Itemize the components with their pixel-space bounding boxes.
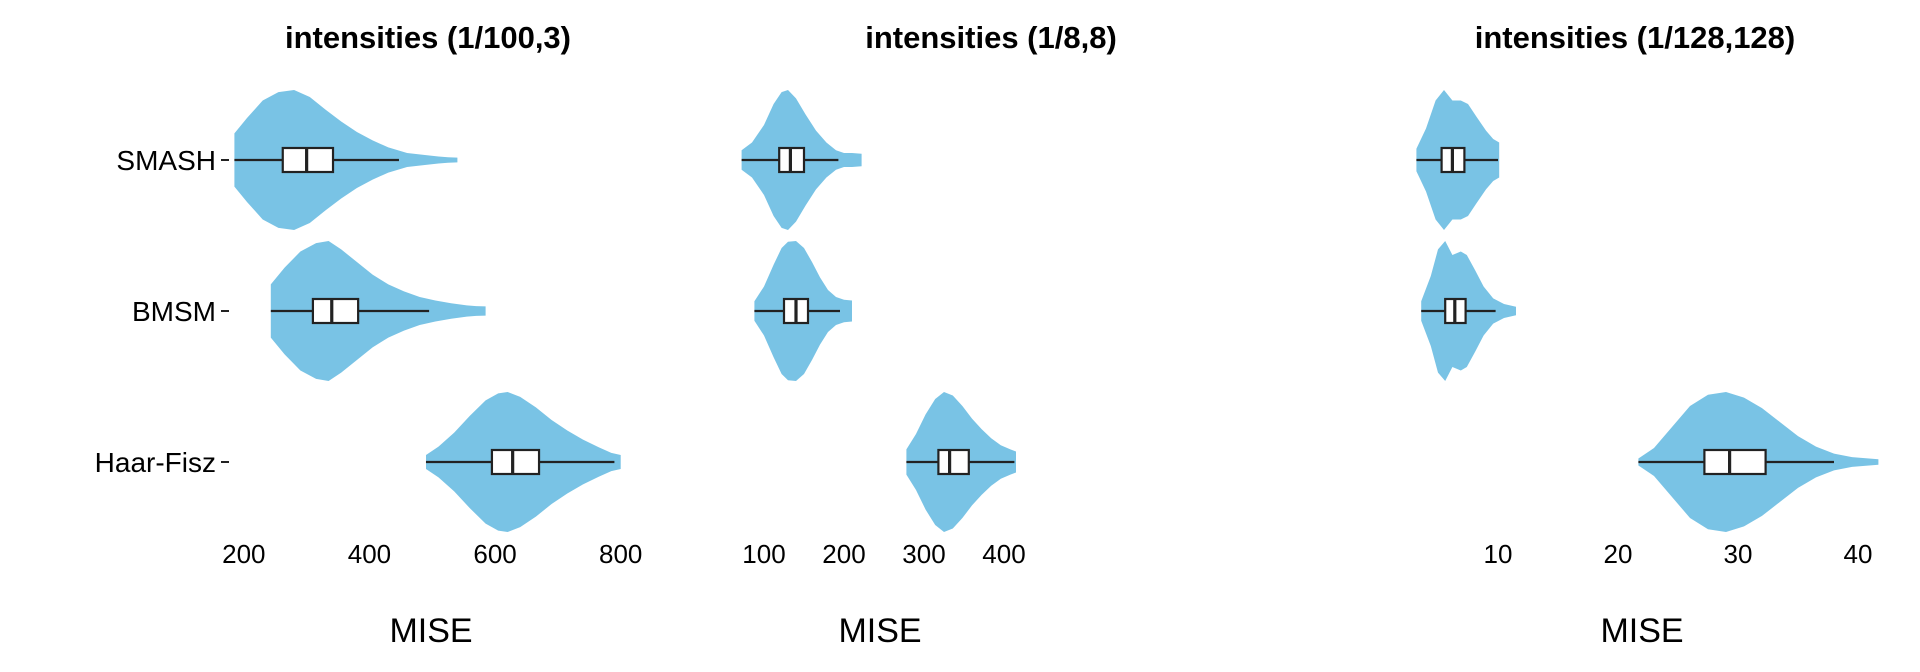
x-tick-label: 400 <box>982 539 1025 569</box>
panel-title: intensities (1/100,3) <box>285 20 571 55</box>
x-tick-label: 20 <box>1604 539 1633 569</box>
category-label: Haar-Fisz <box>95 447 216 478</box>
x-tick-label: 300 <box>902 539 945 569</box>
x-axis-label: MISE <box>389 612 472 650</box>
panel-title: intensities (1/8,8) <box>865 20 1117 55</box>
x-axis-label: MISE <box>838 612 921 650</box>
violin-panel: intensities (1/128,128) 10 20 30 40 MISE <box>1416 20 1879 650</box>
x-tick-label: 400 <box>348 539 391 569</box>
x-tick-label: 40 <box>1844 539 1873 569</box>
box-iqr <box>1703 448 1767 476</box>
x-tick-label: 600 <box>473 539 516 569</box>
category-label: BMSM <box>132 296 216 327</box>
x-axis-label: MISE <box>1600 612 1683 650</box>
box-iqr <box>937 448 970 476</box>
x-tick-label: 200 <box>822 539 865 569</box>
x-tick-label: 100 <box>742 539 785 569</box>
x-tick-label: 10 <box>1484 539 1513 569</box>
x-tick-label: 800 <box>599 539 642 569</box>
box-iqr <box>490 448 541 476</box>
panel-title: intensities (1/128,128) <box>1475 20 1796 55</box>
violin-panel: intensities (1/8,8) 100 200 300 400 MISE <box>741 20 1117 650</box>
box-iqr <box>311 297 360 325</box>
x-tick-label: 200 <box>222 539 265 569</box>
category-label: SMASH <box>116 145 216 176</box>
x-tick-label: 30 <box>1724 539 1753 569</box>
violin-panel: intensities (1/100,3) 200 400 600 800 MISE <box>222 20 642 650</box>
